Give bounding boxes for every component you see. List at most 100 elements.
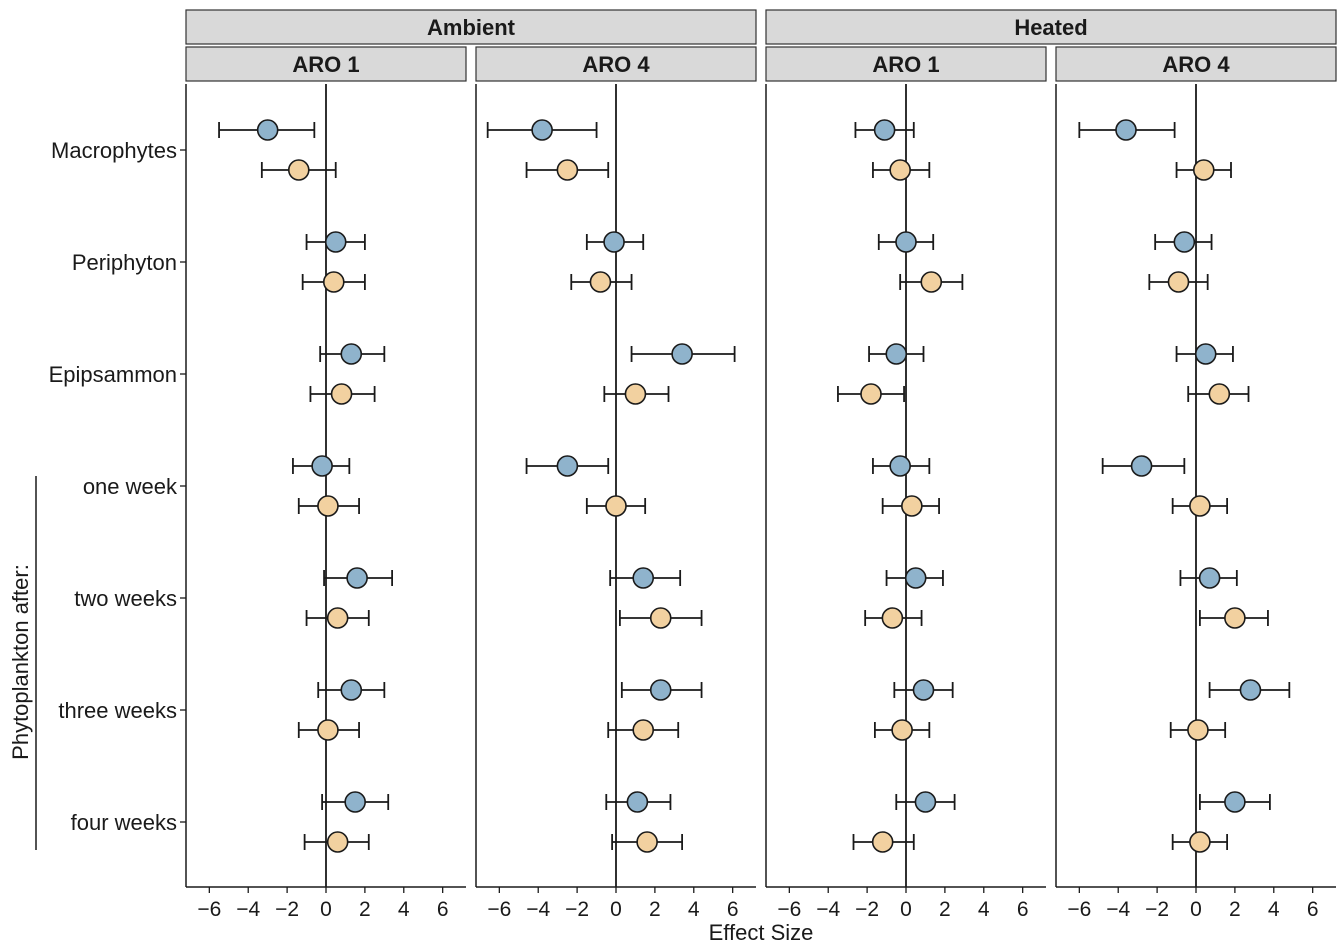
point-blue (649, 679, 672, 701)
point-blue (895, 231, 917, 253)
point-blue (340, 343, 363, 365)
point-blue (1239, 679, 1262, 701)
x-tick-label: 2 (1229, 898, 1241, 921)
x-tick-label: 6 (727, 898, 739, 921)
panel-2: −6 −4 −2 0 2 4 6 (765, 84, 1046, 921)
point-blue (340, 679, 363, 701)
x-tick-label: 4 (978, 898, 990, 921)
point-blue (671, 343, 693, 365)
group-strip-label-0: Ambient (427, 15, 516, 40)
x-tick-label: −6 (487, 898, 511, 921)
point-blue (1198, 567, 1221, 589)
x-tick-label: 2 (359, 898, 371, 921)
point-orange (326, 607, 349, 629)
point-orange (632, 719, 655, 741)
point-orange (871, 831, 894, 853)
point-orange (881, 607, 904, 629)
x-tick-label: 0 (900, 898, 912, 921)
x-tick-label: −6 (197, 898, 221, 921)
panel-strip-label-1: ARO 4 (582, 52, 650, 77)
x-tick-label: 6 (1017, 898, 1029, 921)
y-axis: Macrophytes Periphyton Epipsammon one week t… (8, 138, 186, 850)
point-orange (326, 831, 349, 853)
panel-strip-label-2: ARO 1 (872, 52, 939, 77)
x-tick-label: −4 (236, 898, 260, 921)
point-orange (317, 495, 339, 517)
point-blue (1173, 231, 1196, 253)
x-tick-label: −4 (526, 898, 550, 921)
panel-3: −6 −4 −2 0 2 4 6 (1055, 84, 1336, 921)
x-axis-title: Effect Size (709, 920, 814, 944)
point-blue (311, 455, 333, 477)
point-blue (346, 567, 368, 589)
x-tick-label: 2 (649, 898, 661, 921)
point-orange (1224, 607, 1246, 629)
point-orange (1208, 383, 1231, 405)
point-orange (1167, 271, 1190, 293)
point-orange (891, 719, 913, 741)
point-orange (920, 271, 943, 293)
point-orange (589, 271, 612, 293)
point-blue (1194, 343, 1217, 365)
panel-strip-label-3: ARO 4 (1162, 52, 1230, 77)
x-tick-label: 2 (939, 898, 951, 921)
point-blue (912, 679, 935, 701)
x-tick-label: −6 (777, 898, 801, 921)
x-tick-label: −6 (1067, 898, 1091, 921)
point-blue (256, 119, 279, 141)
point-orange (556, 159, 579, 181)
point-orange (1187, 719, 1209, 741)
point-orange (889, 159, 911, 181)
point-orange (330, 383, 353, 405)
point-orange (901, 495, 923, 517)
point-orange (1192, 159, 1215, 181)
group-strip-0 (185, 9, 757, 45)
point-orange (1189, 831, 1211, 853)
x-tick-label: 4 (688, 898, 700, 921)
phytoplankton-bracket-label: Phytoplankton after: (8, 564, 33, 760)
x-tick-label: 0 (1190, 898, 1202, 921)
y-category-label: Periphyton (72, 250, 177, 275)
x-tick-label: 0 (610, 898, 622, 921)
y-category-label: one week (83, 474, 178, 499)
point-blue (324, 231, 347, 253)
point-orange (860, 383, 882, 405)
x-tick-label: 6 (437, 898, 449, 921)
point-orange (287, 159, 310, 181)
panel-1: −6 −4 −2 0 2 4 6 (475, 84, 756, 921)
point-orange (649, 607, 672, 629)
x-tick-label: −4 (1106, 898, 1130, 921)
x-tick-label: 4 (1268, 898, 1280, 921)
panel-strip-0 (185, 46, 467, 82)
panel-0: −6 −4 −2 0 2 4 6 (185, 84, 466, 921)
facet-strips: Ambient Heated ARO 1 ARO 4 ARO 1 ARO 4 (185, 9, 1337, 82)
point-blue (344, 791, 366, 813)
y-category-label: two weeks (74, 586, 177, 611)
point-orange (624, 383, 647, 405)
point-blue (626, 791, 649, 813)
group-strip-1 (765, 9, 1337, 45)
x-tick-label: −2 (1145, 898, 1169, 921)
panel-strip-1 (475, 46, 757, 82)
point-blue (904, 567, 927, 589)
point-blue (1115, 119, 1137, 141)
point-blue (531, 119, 553, 141)
point-blue (1224, 791, 1246, 813)
group-strip-label-1: Heated (1014, 15, 1087, 40)
y-category-label: four weeks (71, 810, 177, 835)
panel-strip-label-0: ARO 1 (292, 52, 359, 77)
x-tick-label: 6 (1307, 898, 1319, 921)
point-blue (873, 119, 896, 141)
x-tick-label: −2 (565, 898, 589, 921)
y-category-label: Epipsammon (49, 362, 177, 387)
y-category-label: three weeks (58, 698, 177, 723)
point-blue (632, 567, 655, 589)
point-blue (914, 791, 937, 813)
point-blue (889, 455, 911, 477)
x-tick-label: −2 (855, 898, 879, 921)
point-blue (885, 343, 908, 365)
facet-panels: −6 −4 −2 0 2 4 6 −6 −4 −2 0 2 4 6 −6 −4 −2 0 2 4 6 −6 −4 −2 0 2 4 6 (185, 84, 1336, 921)
point-blue (603, 231, 625, 253)
panel-strip-2 (765, 46, 1047, 82)
